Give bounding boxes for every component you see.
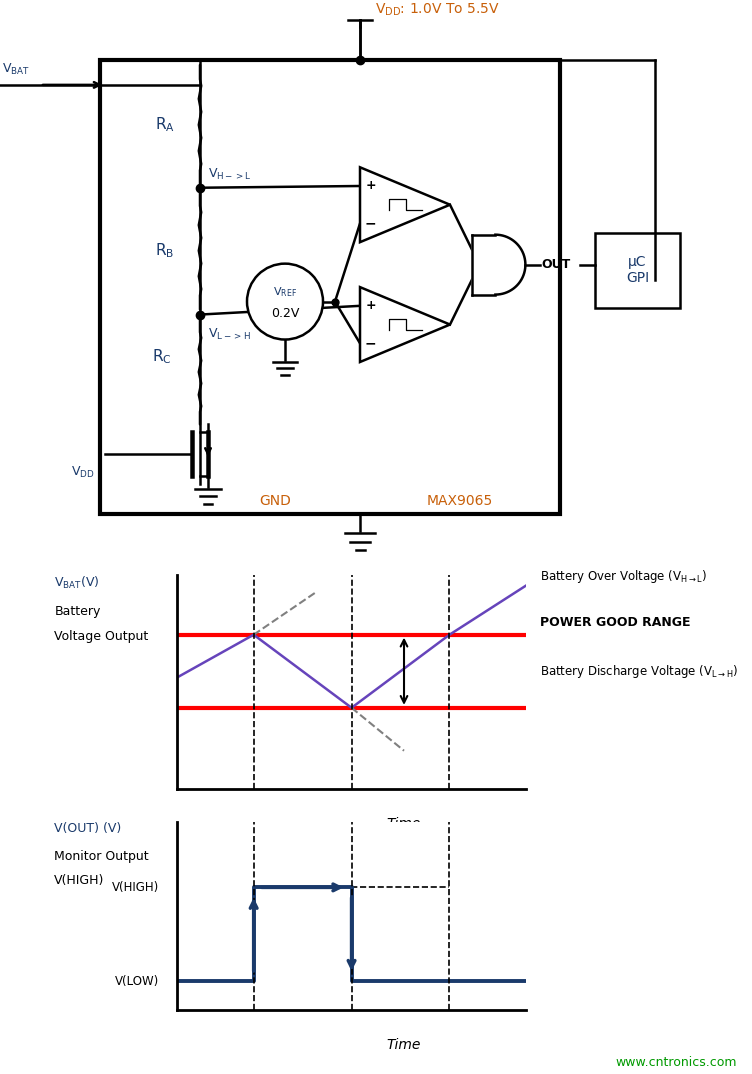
- Bar: [595, 233, 680, 307]
- Text: Battery Over Voltage ($\mathregular{V_{H\rightarrow L}}$): Battery Over Voltage ($\mathregular{V_{H…: [540, 568, 708, 585]
- Polygon shape: [360, 168, 450, 242]
- Text: +: +: [365, 179, 376, 192]
- Text: OUT: OUT: [541, 258, 571, 271]
- Text: $\mathregular{R_C}$: $\mathregular{R_C}$: [152, 348, 171, 366]
- Text: $\mathregular{V_{L->H}}$: $\mathregular{V_{L->H}}$: [208, 326, 250, 342]
- Text: V(HIGH): V(HIGH): [112, 881, 159, 894]
- Text: $\mathregular{R_B}$: $\mathregular{R_B}$: [156, 242, 174, 260]
- Polygon shape: [472, 235, 526, 294]
- Text: $\mathregular{V_{BAT}}$(V): $\mathregular{V_{BAT}}$(V): [54, 575, 100, 591]
- Polygon shape: [360, 287, 450, 362]
- Text: GND: GND: [259, 494, 291, 508]
- Text: Battery: Battery: [54, 605, 101, 618]
- Text: V(OUT) (V): V(OUT) (V): [54, 822, 122, 834]
- Text: −: −: [365, 336, 377, 350]
- Text: $\mathregular{V_{BAT}}$: $\mathregular{V_{BAT}}$: [2, 62, 30, 77]
- Text: V(LOW): V(LOW): [115, 975, 159, 988]
- Text: Monitor Output: Monitor Output: [54, 850, 149, 862]
- Bar: [100, 60, 560, 514]
- Text: www.cntronics.com: www.cntronics.com: [615, 1056, 737, 1069]
- Text: $\mathregular{V_{H->L}}$: $\mathregular{V_{H->L}}$: [208, 166, 252, 182]
- Text: V(HIGH): V(HIGH): [54, 874, 105, 887]
- Text: Battery Discharge Voltage ($\mathregular{V_{L\rightarrow H}}$): Battery Discharge Voltage ($\mathregular…: [540, 663, 738, 680]
- Text: $\mathregular{V_{DD}}$: $\mathregular{V_{DD}}$: [71, 465, 95, 480]
- Text: MAX9065: MAX9065: [427, 494, 493, 508]
- Text: Voltage Output: Voltage Output: [54, 630, 149, 643]
- Text: −: −: [365, 217, 377, 231]
- Text: +: +: [365, 300, 376, 313]
- Text: $\mathregular{R_A}$: $\mathregular{R_A}$: [155, 116, 175, 134]
- Circle shape: [247, 263, 323, 339]
- Text: μC
GPI: μC GPI: [626, 255, 649, 286]
- Text: POWER GOOD RANGE: POWER GOOD RANGE: [540, 616, 690, 629]
- Text: Time: Time: [387, 1037, 421, 1051]
- Text: 0.2V: 0.2V: [271, 307, 299, 320]
- Text: $\mathregular{V_{REF}}$: $\mathregular{V_{REF}}$: [273, 285, 297, 299]
- Text: $\mathregular{V_{DD}}$: 1.0V To 5.5V: $\mathregular{V_{DD}}$: 1.0V To 5.5V: [375, 1, 500, 18]
- Text: Time: Time: [387, 817, 421, 831]
